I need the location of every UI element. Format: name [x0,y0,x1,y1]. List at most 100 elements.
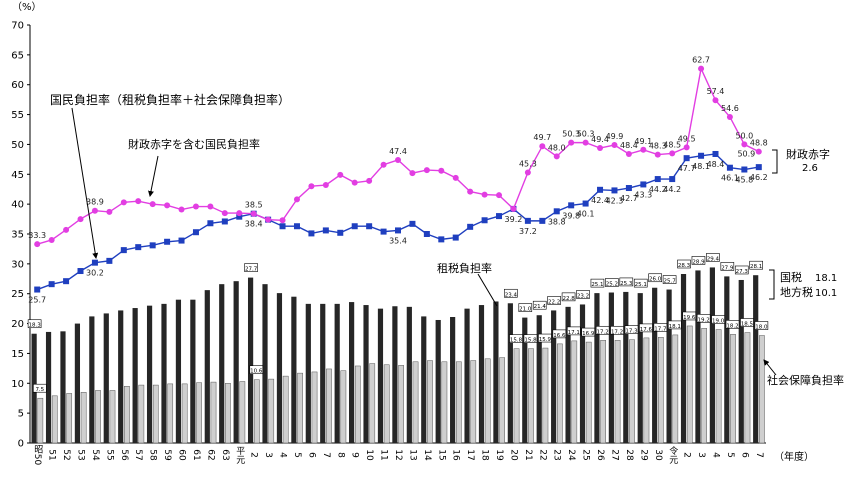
deficit-marker [351,179,358,186]
tax-bar [536,315,542,443]
local-tax-value: 10.1 [815,288,837,299]
burden-marker [207,220,214,227]
social-bar [210,381,217,444]
deficit-marker [293,196,300,203]
tax-value-label: 27.7 [245,267,258,273]
x-tick-label: 29 [638,449,648,461]
social-bar [181,383,188,444]
tax-value-label-box [561,292,576,302]
tax-bar [247,277,254,443]
deficit-value-label: 48.3 [649,142,667,151]
x-tick-label: 20 [508,449,518,461]
burden-value-label: 39.8 [562,211,580,220]
tax-bar [666,289,672,443]
deficit-marker [698,65,705,72]
tax-bar [507,303,513,443]
burden-marker [467,223,474,230]
social-value-label: 17.2 [597,329,609,335]
burden-marker [582,200,589,207]
tax-bar [551,310,557,443]
burden-marker [625,185,632,192]
tax-bar [623,291,629,443]
x-tick-label: 5 [725,452,735,458]
burden-line [36,153,759,291]
deficit-marker [438,167,445,174]
tax-value-label-box [547,296,561,305]
tax-value-label-box [504,288,518,298]
tax-value-label-box [677,259,691,269]
social-value-label: 18.2 [726,323,738,329]
legend-burden: 国民負担率（租税負担率＋社会保障負担率） [50,92,290,107]
deficit-marker [611,142,618,149]
tax-bar [349,302,355,443]
local-tax-label: 地方税 [780,285,813,299]
deficit-marker [63,226,70,233]
deficit-marker [34,241,41,248]
burden-marker [611,187,618,194]
social-value-label-box [595,325,610,335]
social-value-label: 17.7 [654,326,667,332]
social-bar [369,363,376,444]
tax-bar [392,306,398,443]
social-value-label: 15.9 [539,337,552,343]
deficit-marker [496,192,503,199]
social-value-label: 15.8 [510,338,523,344]
tax-value-label-box [749,260,763,270]
social-bar [124,386,130,444]
deficit-value-label: 49.1 [634,137,652,146]
social-bar [427,360,433,444]
social-value-label-box [581,327,596,337]
tax-bar [724,276,730,443]
social-value-label: 16.9 [582,331,595,337]
y-tick-label: 25 [11,289,24,300]
tax-bar [219,284,225,443]
x-tick-label: 15 [436,449,446,460]
x-tick-label: 5 [292,452,302,458]
social-value-label: 19.6 [683,315,696,321]
deficit-marker [467,188,474,195]
x-tick-label: 60 [177,449,187,461]
deficit-marker [380,161,387,168]
social-bar [441,361,448,444]
social-bar [744,332,751,444]
deficit-value-label: 38.5 [245,201,263,210]
social-bar [701,328,708,444]
deficit-marker [452,174,459,181]
tax-bar [320,303,326,443]
legend-deficit: 財政赤字を含む国民負担率 [128,137,260,151]
tax-value-label-box [691,256,706,265]
tax-value-label: 28.9 [692,259,705,265]
fiscal-deficit-value: 2.6 [802,163,818,174]
deficit-value-label: 57.4 [707,87,725,96]
deficit-value-label: 54.6 [721,104,739,113]
burden-marker [597,186,604,193]
burden-value-label: 37.2 [519,227,537,236]
burden-marker [120,247,127,254]
social-value-label: 17.6 [640,327,653,333]
deficit-extra-label: 50.9 [737,149,755,158]
burden-marker [683,155,690,162]
x-tick-label: 51 [47,449,57,460]
burden-marker [366,223,373,230]
x-tick-label: 18 [480,449,490,461]
x-tick-label: 56 [119,449,129,461]
tax-value-label: 18.3 [28,323,41,329]
tax-bar [276,293,283,443]
x-tick-label: 2 [682,452,692,458]
burden-marker [654,176,661,183]
deficit-marker [481,191,488,198]
burden-marker [164,238,171,245]
social-bar [658,337,664,444]
social-value-label-box [653,323,668,332]
y-tick-label: 5 [18,409,24,420]
x-tick-label: 62 [205,449,215,460]
deficit-value-label: 62.7 [692,56,710,65]
social-bar [297,372,303,444]
tax-value-label-box [706,253,720,262]
deficit-marker [539,143,546,150]
burden-value-label: 46.1 [721,174,739,183]
x-tick-label: 7 [754,452,764,458]
burden-marker [568,202,575,209]
